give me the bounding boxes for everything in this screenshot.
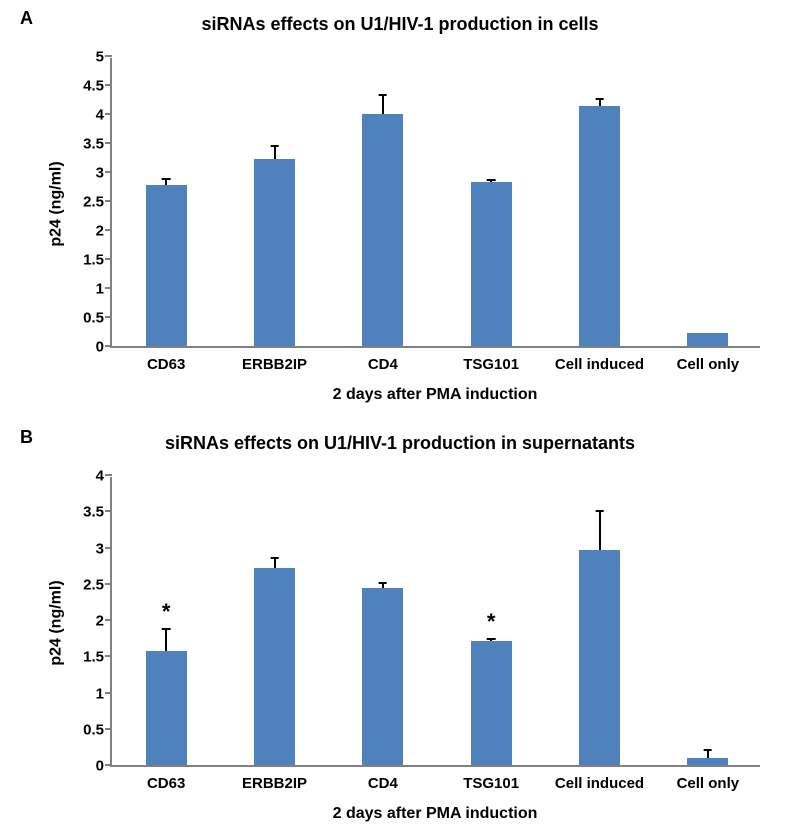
ytick-label: 1.5 bbox=[83, 649, 112, 666]
ytick-label: 4 bbox=[96, 468, 112, 485]
panel-a-ylabel: p24 (ng/ml) bbox=[48, 161, 66, 246]
ytick-label: 0.5 bbox=[83, 310, 112, 327]
panel-b-xaxis-title: 2 days after PMA induction bbox=[110, 805, 760, 823]
error-cap bbox=[595, 98, 604, 100]
ytick-label: 4 bbox=[96, 107, 112, 124]
error-cap bbox=[270, 145, 279, 147]
significance-star: * bbox=[162, 599, 171, 625]
ytick-label: 3 bbox=[96, 540, 112, 557]
error-bar bbox=[274, 146, 276, 159]
bar bbox=[254, 568, 295, 765]
bar bbox=[471, 641, 512, 765]
panel-b: B siRNAs effects on U1/HIV-1 production … bbox=[0, 419, 800, 838]
ytick-label: 4.5 bbox=[83, 78, 112, 95]
ytick-label: 3.5 bbox=[83, 136, 112, 153]
ytick-label: 1 bbox=[96, 685, 112, 702]
xtick-label: CD4 bbox=[368, 775, 398, 792]
xtick-label: Cell induced bbox=[555, 775, 644, 792]
error-cap bbox=[270, 557, 279, 559]
error-bar bbox=[599, 511, 601, 550]
ytick-label: 2.5 bbox=[83, 576, 112, 593]
xtick-label: Cell only bbox=[677, 356, 740, 373]
xtick-label: Cell only bbox=[677, 775, 740, 792]
xtick-label: Cell induced bbox=[555, 356, 644, 373]
error-cap bbox=[595, 510, 604, 512]
bar bbox=[687, 758, 728, 765]
significance-star: * bbox=[487, 609, 496, 635]
panel-a-title: siRNAs effects on U1/HIV-1 production in… bbox=[0, 14, 800, 35]
bar bbox=[687, 333, 728, 346]
error-cap bbox=[379, 94, 388, 96]
bar bbox=[579, 550, 620, 765]
panel-a-plot-area: 00.511.522.533.544.55CD63ERBB2IPCD4TSG10… bbox=[110, 58, 760, 348]
xtick-label: CD63 bbox=[147, 356, 185, 373]
bar bbox=[254, 159, 295, 346]
error-bar bbox=[382, 95, 384, 114]
error-cap bbox=[162, 628, 171, 630]
panel-b-plot-area: 00.511.522.533.54*CD63ERBB2IPCD4*TSG101C… bbox=[110, 477, 760, 767]
error-bar bbox=[707, 750, 709, 758]
ytick-label: 1 bbox=[96, 281, 112, 298]
xtick-label: TSG101 bbox=[463, 356, 519, 373]
panel-a: A siRNAs effects on U1/HIV-1 production … bbox=[0, 0, 800, 419]
xtick-label: ERBB2IP bbox=[242, 356, 307, 373]
error-cap bbox=[379, 582, 388, 584]
ytick-label: 0.5 bbox=[83, 721, 112, 738]
ytick-label: 1.5 bbox=[83, 252, 112, 269]
panel-b-title: siRNAs effects on U1/HIV-1 production in… bbox=[0, 433, 800, 454]
panel-a-xaxis-title: 2 days after PMA induction bbox=[110, 386, 760, 404]
xtick-label: CD4 bbox=[368, 356, 398, 373]
bar bbox=[579, 106, 620, 346]
xtick-label: ERBB2IP bbox=[242, 775, 307, 792]
ytick-label: 2 bbox=[96, 613, 112, 630]
panel-b-ylabel: p24 (ng/ml) bbox=[48, 580, 66, 665]
error-bar bbox=[165, 629, 167, 651]
bar bbox=[362, 588, 403, 765]
bar bbox=[471, 182, 512, 346]
bar bbox=[362, 114, 403, 346]
figure: A siRNAs effects on U1/HIV-1 production … bbox=[0, 0, 800, 838]
xtick-label: CD63 bbox=[147, 775, 185, 792]
error-cap bbox=[162, 178, 171, 180]
ytick-label: 0 bbox=[96, 758, 112, 775]
error-cap bbox=[704, 749, 713, 751]
error-bar bbox=[274, 558, 276, 568]
error-bar bbox=[599, 99, 601, 107]
ytick-label: 5 bbox=[96, 49, 112, 66]
xtick-label: TSG101 bbox=[463, 775, 519, 792]
ytick-label: 0 bbox=[96, 339, 112, 356]
bar bbox=[146, 651, 187, 765]
error-cap bbox=[487, 638, 496, 640]
ytick-label: 2 bbox=[96, 223, 112, 240]
ytick-label: 2.5 bbox=[83, 194, 112, 211]
ytick-label: 3 bbox=[96, 165, 112, 182]
bar bbox=[146, 185, 187, 346]
ytick-label: 3.5 bbox=[83, 504, 112, 521]
error-cap bbox=[487, 179, 496, 181]
